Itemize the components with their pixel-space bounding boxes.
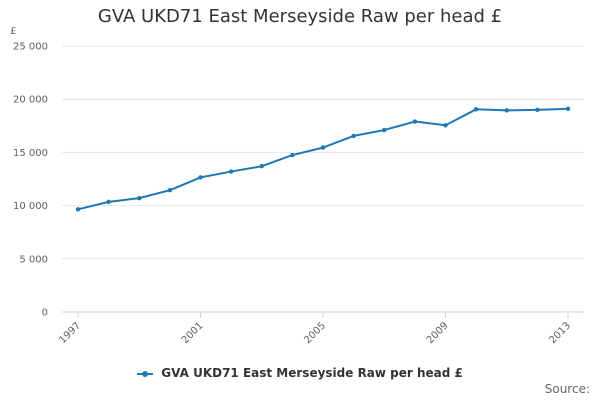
data-point[interactable]: [167, 187, 173, 193]
data-point[interactable]: [137, 195, 142, 201]
x-axis-ticks: 1997 2001 2005 2009 2013: [57, 312, 573, 346]
legend-marker-icon: [137, 369, 154, 379]
y-tick-label: 10 000: [13, 201, 48, 212]
legend[interactable]: GVA UKD71 East Merseyside Raw per head £: [0, 366, 600, 380]
data-point[interactable]: [198, 175, 203, 180]
x-tick-label: 2001: [180, 320, 206, 346]
data-point[interactable]: [382, 127, 387, 133]
data-point[interactable]: [351, 133, 356, 139]
source-label: Source:: [544, 382, 590, 396]
chart-title: GVA UKD71 East Merseyside Raw per head £: [97, 6, 503, 27]
data-point[interactable]: [473, 107, 479, 112]
data-series: [75, 106, 571, 212]
y-tick-label: 5 000: [19, 254, 48, 265]
data-point[interactable]: [259, 164, 264, 169]
data-point[interactable]: [443, 123, 448, 128]
x-tick-label: 2009: [425, 320, 451, 346]
data-point[interactable]: [228, 169, 234, 174]
data-point[interactable]: [75, 207, 81, 212]
y-axis-ticks: 0 5 000 10 000 15 000 20 000 25 000: [13, 42, 48, 319]
legend-label: GVA UKD71 East Merseyside Raw per head £: [161, 366, 463, 380]
y-tick-label: 0: [42, 308, 48, 319]
data-point[interactable]: [320, 145, 326, 150]
y-tick-label: 20 000: [13, 95, 48, 106]
series-line: [77, 107, 569, 211]
data-point[interactable]: [565, 106, 571, 111]
x-tick-label: 1997: [57, 320, 83, 346]
gridlines: [62, 45, 584, 260]
y-tick-label: 15 000: [13, 148, 48, 159]
data-point[interactable]: [290, 152, 295, 158]
data-point[interactable]: [504, 108, 509, 113]
y-axis-unit-label: £: [10, 26, 17, 37]
data-point[interactable]: [412, 119, 418, 124]
y-tick-label: 25 000: [13, 42, 48, 53]
data-point[interactable]: [535, 107, 540, 113]
data-point[interactable]: [106, 199, 111, 205]
x-tick-label: 2005: [302, 320, 328, 346]
x-tick-label: 2013: [547, 320, 573, 346]
